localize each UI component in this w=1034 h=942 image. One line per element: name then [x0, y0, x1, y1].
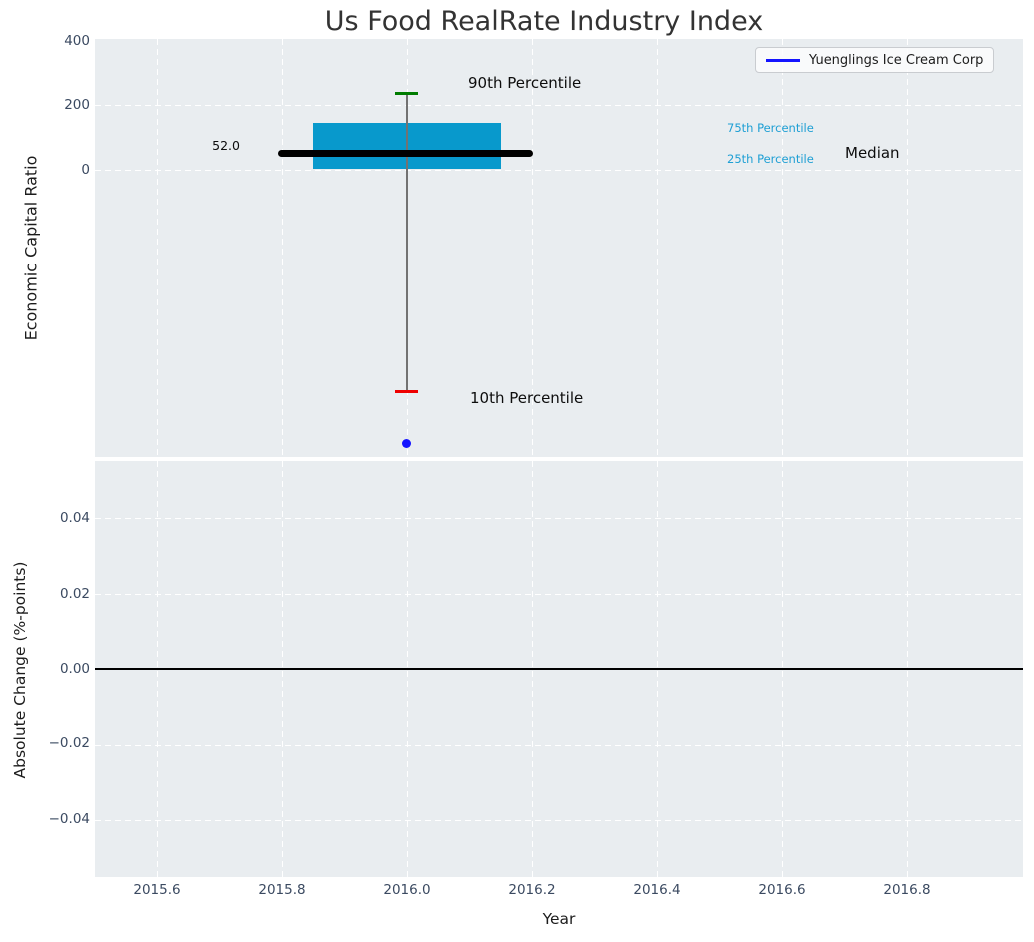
bottom-ytick-004: 0.04 — [59, 510, 90, 526]
gridline-vertical — [282, 39, 283, 457]
p90-label: 90th Percentile — [468, 74, 582, 92]
p75-label: 75th Percentile — [727, 121, 814, 135]
gridline-horizontal — [95, 518, 1023, 519]
legend-line-sample — [766, 58, 800, 62]
xtick-2016-0: 2016.0 — [383, 882, 431, 898]
top-ytick-0: 0 — [81, 162, 90, 178]
bottom-ytick-m002: −0.02 — [48, 735, 90, 751]
p25-label: 25th Percentile — [727, 152, 814, 166]
gridline-horizontal — [95, 170, 1023, 171]
bottom-ytick-000: 0.00 — [59, 661, 90, 677]
xtick-2016-2: 2016.2 — [508, 882, 556, 898]
p90-cap — [395, 92, 418, 95]
top-plot-area: 52.0 90th Percentile 10th Percentile 75t… — [95, 39, 1023, 457]
xtick-2015-8: 2015.8 — [258, 882, 306, 898]
zero-baseline — [95, 668, 1023, 670]
gridline-horizontal — [95, 745, 1023, 746]
median-value-label: 52.0 — [212, 138, 240, 153]
xtick-2015-6: 2015.6 — [133, 882, 181, 898]
gridline-vertical — [907, 39, 908, 457]
median-line — [278, 150, 533, 157]
legend-entry-label: Yuenglings Ice Cream Corp — [809, 52, 984, 68]
whisker-line — [406, 94, 408, 391]
median-label: Median — [845, 144, 900, 162]
bottom-ytick-002: 0.02 — [59, 586, 90, 602]
gridline-vertical — [657, 39, 658, 457]
top-y-axis-label: Economic Capital Ratio — [21, 155, 41, 341]
gridline-horizontal — [95, 820, 1023, 821]
bottom-y-axis-label: Absolute Change (%-points) — [11, 561, 29, 779]
top-ytick-400: 400 — [64, 33, 90, 49]
gridline-horizontal — [95, 594, 1023, 595]
top-ytick-200: 200 — [64, 97, 90, 113]
xtick-2016-8: 2016.8 — [883, 882, 931, 898]
x-axis-label: Year — [542, 910, 576, 928]
gridline-vertical — [157, 39, 158, 457]
gridline-horizontal — [95, 105, 1023, 106]
bottom-plot-area — [95, 461, 1023, 877]
p10-label: 10th Percentile — [470, 389, 584, 407]
xtick-2016-4: 2016.4 — [633, 882, 681, 898]
gridline-vertical — [532, 39, 533, 457]
xtick-2016-6: 2016.6 — [758, 882, 806, 898]
p10-cap — [395, 390, 418, 393]
chart-title: Us Food RealRate Industry Index — [324, 6, 764, 37]
bottom-ytick-m004: −0.04 — [48, 811, 90, 827]
gridline-vertical — [782, 39, 783, 457]
company-point — [402, 439, 411, 448]
legend: Yuenglings Ice Cream Corp — [755, 47, 995, 73]
